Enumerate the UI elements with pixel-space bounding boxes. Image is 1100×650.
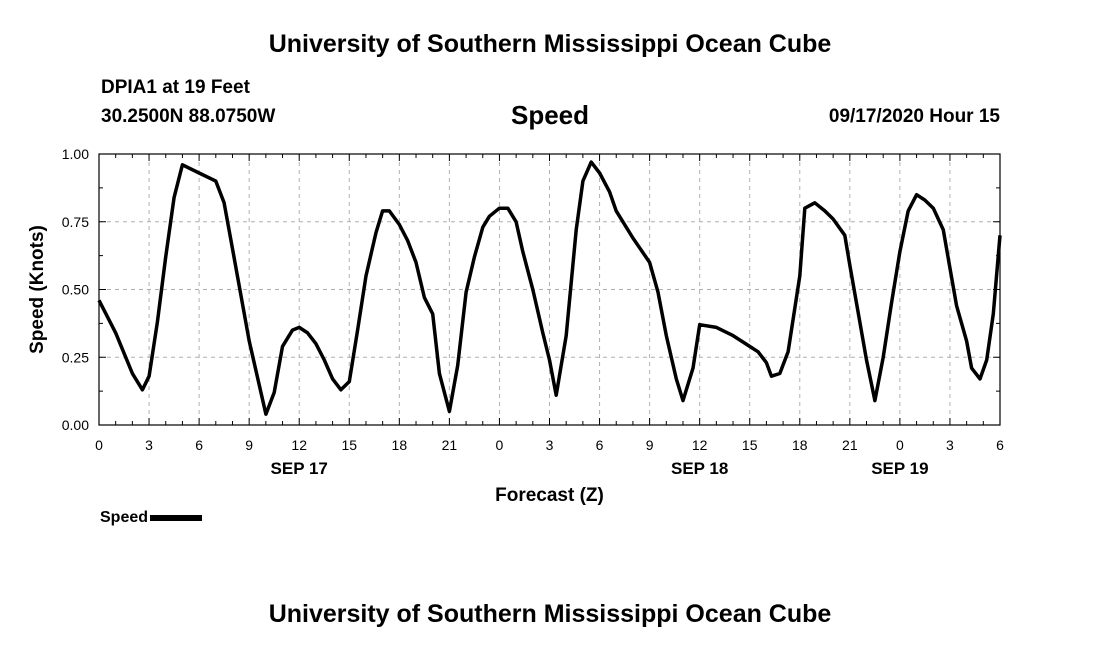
x-tick-label: 18 xyxy=(792,437,808,453)
x-tick-label: 9 xyxy=(245,437,253,453)
axis-ticks xyxy=(98,153,1001,426)
x-tick-label: 15 xyxy=(341,437,357,453)
x-axis-label: Forecast (Z) xyxy=(495,485,604,506)
series-speed-line xyxy=(97,160,1002,416)
coordinates-label: 30.2500N 88.0750W xyxy=(101,106,276,127)
x-tick-labels: 0 3 6 9 12 15 18 21 0 3 6 9 12 15 18 21 0 3 6 xyxy=(95,437,1004,453)
y-tick-label: 1.00 xyxy=(62,146,89,162)
x-tick-label: 18 xyxy=(392,437,408,453)
x-tick-label: 0 xyxy=(496,437,504,453)
x-tick-label: 3 xyxy=(145,437,153,453)
page-title: University of Southern Mississippi Ocean… xyxy=(268,30,832,58)
y-axis-label: Speed (Knots) xyxy=(27,225,48,354)
date-labels: SEP 17 SEP 18 SEP 19 xyxy=(271,459,929,478)
legend: Speed xyxy=(100,509,203,527)
x-tick-label: 6 xyxy=(996,437,1004,453)
x-tick-label: 0 xyxy=(95,437,103,453)
x-tick-label: 3 xyxy=(546,437,554,453)
x-tick-label: 9 xyxy=(646,437,654,453)
date-label: SEP 18 xyxy=(671,459,728,478)
y-tick-label: 0.25 xyxy=(62,349,89,365)
x-tick-label: 21 xyxy=(842,437,858,453)
y-tick-label: 0.50 xyxy=(62,282,89,298)
x-tick-label: 12 xyxy=(291,437,307,453)
x-tick-label: 0 xyxy=(896,437,904,453)
x-tick-label: 12 xyxy=(692,437,708,453)
legend-label: Speed xyxy=(100,509,149,526)
y-tick-label: 0.00 xyxy=(62,417,89,433)
legend-swatch xyxy=(150,514,203,521)
x-tick-label: 21 xyxy=(442,437,458,453)
chart-title: Speed xyxy=(510,100,590,130)
date-label: SEP 17 xyxy=(271,459,328,478)
footer-title: University of Southern Mississippi Ocean… xyxy=(268,600,832,628)
x-tick-label: 6 xyxy=(596,437,604,453)
y-tick-label: 0.75 xyxy=(62,214,89,230)
x-tick-label: 15 xyxy=(742,437,758,453)
grid xyxy=(99,154,1000,425)
forecast-datetime: 09/17/2020 Hour 15 xyxy=(828,106,1000,127)
station-label: DPIA1 at 19 Feet xyxy=(101,77,250,98)
x-tick-label: 3 xyxy=(946,437,954,453)
date-label: SEP 19 xyxy=(871,459,928,478)
x-tick-label: 6 xyxy=(195,437,203,453)
y-tick-labels: 0.00 0.25 0.50 0.75 1.00 xyxy=(62,146,89,433)
